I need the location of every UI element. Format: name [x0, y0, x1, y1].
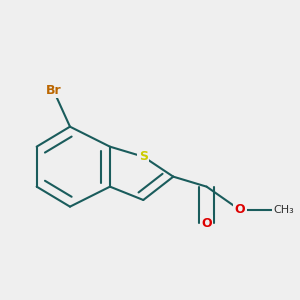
Text: Br: Br: [46, 83, 61, 97]
Text: CH₃: CH₃: [273, 205, 294, 215]
Text: S: S: [139, 150, 148, 163]
Text: O: O: [201, 217, 212, 230]
Text: O: O: [235, 203, 245, 217]
